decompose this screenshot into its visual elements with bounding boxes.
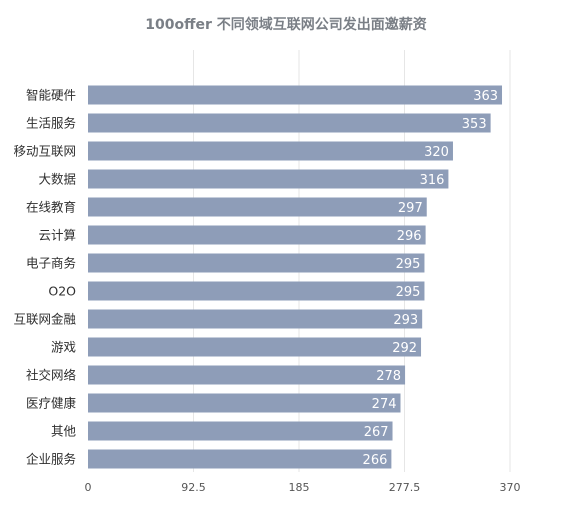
value-label: 274 (372, 397, 397, 412)
category-label: 在线教育 (26, 200, 76, 215)
category-label: 移动互联网 (13, 144, 76, 159)
bar (88, 309, 423, 329)
bar (88, 197, 427, 217)
labels: 智能硬件 363 生活服务 353 移动互联网 320 大数据 316 在线教育 297 云计算 29… (13, 88, 498, 469)
x-tick-label: 0 (85, 481, 92, 494)
value-label: 297 (398, 201, 423, 216)
chart-title: 100offer 不同领域互联网公司发出面邀薪资 (145, 17, 427, 33)
category-label: 其他 (51, 424, 77, 439)
x-tick-label: 185 (289, 481, 310, 494)
value-label: 295 (396, 285, 421, 300)
category-label: 智能硬件 (26, 88, 76, 103)
value-label: 266 (363, 453, 388, 468)
bar (88, 85, 503, 105)
value-label: 353 (462, 117, 487, 132)
value-label: 292 (392, 341, 417, 356)
x-tick-label: 92.5 (181, 481, 206, 494)
bar (88, 113, 491, 133)
category-label: O2O (48, 284, 76, 299)
bar (88, 253, 425, 273)
bar (88, 449, 392, 469)
category-label: 电子商务 (26, 256, 76, 271)
category-label: 云计算 (38, 228, 76, 243)
value-label: 295 (396, 257, 421, 272)
value-label: 320 (424, 145, 449, 160)
bar (88, 421, 393, 441)
value-label: 267 (364, 425, 389, 440)
bar (88, 393, 401, 413)
x-tick-label: 277.5 (389, 481, 421, 494)
bar (88, 337, 422, 357)
x-axis-ticks: 0 92.5 185 277.5 370 (85, 481, 521, 494)
value-label: 316 (420, 173, 445, 188)
value-label: 293 (393, 313, 418, 328)
category-label: 大数据 (38, 172, 76, 187)
bar (88, 365, 406, 385)
value-label: 278 (376, 369, 401, 384)
value-label: 296 (397, 229, 422, 244)
category-label: 互联网金融 (13, 312, 76, 327)
category-label: 游戏 (51, 340, 76, 355)
bar (88, 225, 426, 245)
category-label: 企业服务 (26, 452, 76, 467)
bar (88, 169, 449, 189)
value-label: 363 (473, 89, 498, 104)
bars (88, 85, 503, 469)
x-tick-label: 370 (500, 481, 521, 494)
bar (88, 281, 425, 301)
category-label: 医疗健康 (26, 396, 77, 411)
category-label: 社交网络 (26, 368, 77, 383)
category-label: 生活服务 (26, 116, 76, 131)
bar (88, 141, 453, 161)
